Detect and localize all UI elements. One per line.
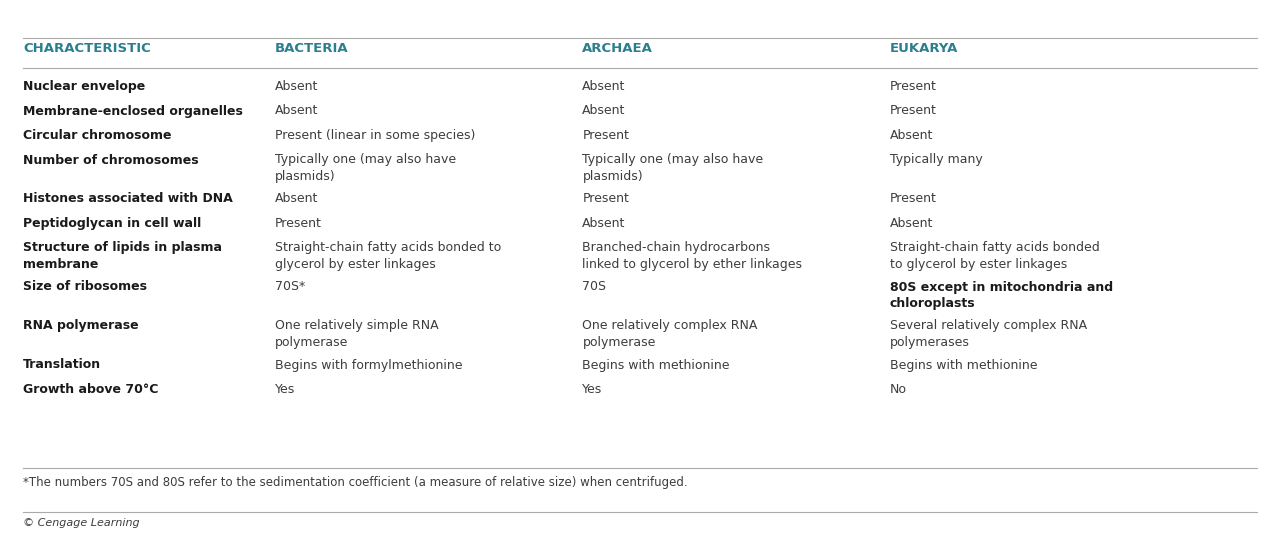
Text: BACTERIA: BACTERIA <box>275 42 349 55</box>
Text: CHARACTERISTIC: CHARACTERISTIC <box>23 42 151 55</box>
Text: Absent: Absent <box>275 192 319 206</box>
Text: Several relatively complex RNA
polymerases: Several relatively complex RNA polymeras… <box>890 320 1087 349</box>
Text: Begins with methionine: Begins with methionine <box>582 359 730 372</box>
Text: © Cengage Learning: © Cengage Learning <box>23 518 140 528</box>
Text: Structure of lipids in plasma
membrane: Structure of lipids in plasma membrane <box>23 242 221 271</box>
Text: Circular chromosome: Circular chromosome <box>23 129 172 142</box>
Text: Number of chromosomes: Number of chromosomes <box>23 154 198 166</box>
Text: Begins with formylmethionine: Begins with formylmethionine <box>275 359 462 372</box>
Text: Translation: Translation <box>23 359 101 372</box>
Text: 70S: 70S <box>582 280 607 294</box>
Text: Present: Present <box>582 129 630 142</box>
Text: Membrane-enclosed organelles: Membrane-enclosed organelles <box>23 105 243 118</box>
Text: Begins with methionine: Begins with methionine <box>890 359 1037 372</box>
Text: Yes: Yes <box>582 383 603 396</box>
Text: 70S*: 70S* <box>275 280 306 294</box>
Text: Present: Present <box>890 80 937 93</box>
Text: Peptidoglycan in cell wall: Peptidoglycan in cell wall <box>23 217 201 230</box>
Text: *The numbers 70S and 80S refer to the sedimentation coefficient (a measure of re: *The numbers 70S and 80S refer to the se… <box>23 476 687 489</box>
Text: No: No <box>890 383 906 396</box>
Text: Size of ribosomes: Size of ribosomes <box>23 280 147 294</box>
Text: Typically one (may also have
plasmids): Typically one (may also have plasmids) <box>582 154 764 183</box>
Text: Present (linear in some species): Present (linear in some species) <box>275 129 476 142</box>
Text: Absent: Absent <box>890 129 933 142</box>
Text: Present: Present <box>890 192 937 206</box>
Text: Absent: Absent <box>582 217 626 230</box>
Text: 80S except in mitochondria and
chloroplasts: 80S except in mitochondria and chloropla… <box>890 280 1112 310</box>
Text: Typically one (may also have
plasmids): Typically one (may also have plasmids) <box>275 154 457 183</box>
Text: RNA polymerase: RNA polymerase <box>23 320 138 332</box>
Text: Absent: Absent <box>275 80 319 93</box>
Text: Straight-chain fatty acids bonded to
glycerol by ester linkages: Straight-chain fatty acids bonded to gly… <box>275 242 502 271</box>
Text: Absent: Absent <box>275 105 319 118</box>
Text: Absent: Absent <box>582 105 626 118</box>
Text: One relatively complex RNA
polymerase: One relatively complex RNA polymerase <box>582 320 758 349</box>
Text: One relatively simple RNA
polymerase: One relatively simple RNA polymerase <box>275 320 439 349</box>
Text: Absent: Absent <box>890 217 933 230</box>
Text: Histones associated with DNA: Histones associated with DNA <box>23 192 233 206</box>
Text: Present: Present <box>890 105 937 118</box>
Text: Typically many: Typically many <box>890 154 982 166</box>
Text: Yes: Yes <box>275 383 296 396</box>
Text: Nuclear envelope: Nuclear envelope <box>23 80 146 93</box>
Text: Present: Present <box>275 217 323 230</box>
Text: Straight-chain fatty acids bonded
to glycerol by ester linkages: Straight-chain fatty acids bonded to gly… <box>890 242 1100 271</box>
Text: Branched-chain hydrocarbons
linked to glycerol by ether linkages: Branched-chain hydrocarbons linked to gl… <box>582 242 803 271</box>
Text: Absent: Absent <box>582 80 626 93</box>
Text: EUKARYA: EUKARYA <box>890 42 957 55</box>
Text: ARCHAEA: ARCHAEA <box>582 42 653 55</box>
Text: Growth above 70°C: Growth above 70°C <box>23 383 159 396</box>
Text: Present: Present <box>582 192 630 206</box>
